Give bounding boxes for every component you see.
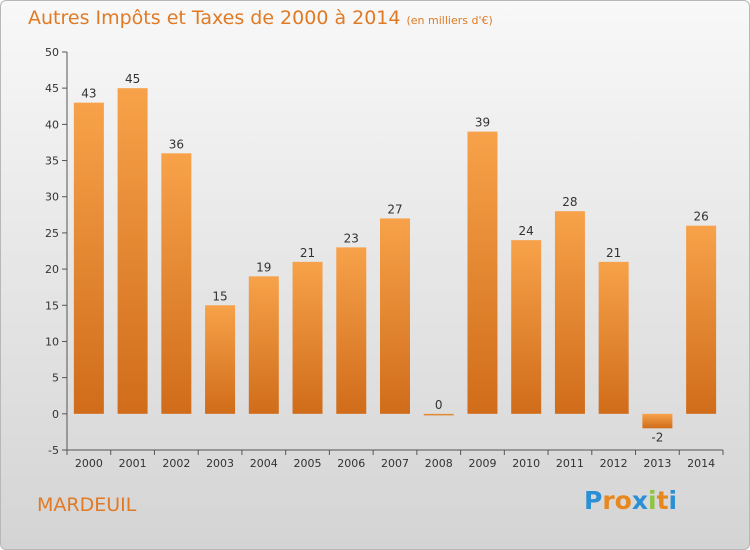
y-tick-label: 20 [45, 263, 59, 276]
y-tick-label: 30 [45, 191, 59, 204]
y-tick-label: 25 [45, 227, 59, 240]
bar [205, 305, 236, 414]
x-tick-label: 2002 [162, 457, 190, 470]
bar [554, 211, 585, 414]
bar-value-label: 26 [693, 210, 708, 224]
chart-title-block: Autres Impôts et Taxes de 2000 à 2014 (en… [28, 7, 493, 29]
x-tick-label: 2012 [600, 457, 628, 470]
bar-value-label: 24 [519, 224, 534, 238]
x-tick-label: 2001 [119, 457, 147, 470]
logo-letter: i [668, 486, 678, 515]
bar [423, 413, 454, 416]
y-tick-label: 15 [45, 299, 59, 312]
logo-letter: x [631, 486, 648, 515]
y-tick-label: 40 [45, 118, 59, 131]
y-tick-label: 50 [45, 46, 59, 59]
bar-value-label: -2 [651, 430, 663, 444]
bar-value-label: 36 [169, 137, 184, 151]
bar [511, 240, 542, 414]
bar-value-label: 23 [344, 231, 359, 245]
bar [380, 218, 410, 414]
logo-letter: r [602, 486, 615, 515]
y-tick-label: 45 [45, 82, 59, 95]
x-tick-label: 2000 [75, 457, 103, 470]
bar-value-label: 43 [81, 87, 96, 101]
x-tick-label: 2004 [250, 457, 278, 470]
bar [292, 261, 323, 414]
chart-title: Autres Impôts et Taxes de 2000 à 2014 [28, 7, 401, 29]
bar-value-label: 27 [387, 202, 402, 216]
bar-value-label: 28 [562, 195, 577, 209]
bar-value-label: 45 [125, 72, 140, 86]
logo-letter: o [614, 486, 632, 515]
y-tick-label: -5 [48, 444, 59, 457]
bar-value-label: 0 [435, 398, 443, 412]
bar [336, 247, 367, 414]
bar [642, 413, 673, 429]
x-tick-label: 2009 [468, 457, 496, 470]
bar-value-label: 15 [212, 289, 227, 303]
x-tick-label: 2006 [337, 457, 365, 470]
x-tick-label: 2005 [294, 457, 322, 470]
bar [467, 131, 498, 414]
bar [598, 261, 629, 414]
bar-value-label: 21 [300, 246, 315, 260]
y-tick-label: 0 [52, 408, 59, 421]
x-tick-label: 2013 [643, 457, 671, 470]
y-tick-label: 10 [45, 335, 59, 348]
chart-subtitle: (en milliers d'€) [406, 14, 493, 27]
x-tick-label: 2008 [425, 457, 453, 470]
x-tick-label: 2010 [512, 457, 540, 470]
bar-value-label: 39 [475, 116, 490, 130]
bar [73, 102, 104, 414]
x-tick-label: 2014 [687, 457, 715, 470]
bar [248, 276, 279, 414]
proxiti-logo: Proxiti [584, 486, 677, 515]
logo-letter: i [648, 486, 657, 515]
bar [161, 153, 192, 414]
y-tick-label: 5 [52, 372, 59, 385]
bar [686, 225, 717, 414]
logo-letter: P [584, 486, 603, 515]
x-tick-label: 2007 [381, 457, 409, 470]
y-tick-label: 35 [45, 155, 59, 168]
bar-value-label: 21 [606, 246, 621, 260]
x-tick-label: 2011 [556, 457, 584, 470]
x-tick-label: 2003 [206, 457, 234, 470]
bar-value-label: 19 [256, 260, 271, 274]
commune-name: MARDEUIL [37, 494, 137, 516]
logo-letter: t [656, 486, 669, 515]
bar [117, 88, 148, 414]
